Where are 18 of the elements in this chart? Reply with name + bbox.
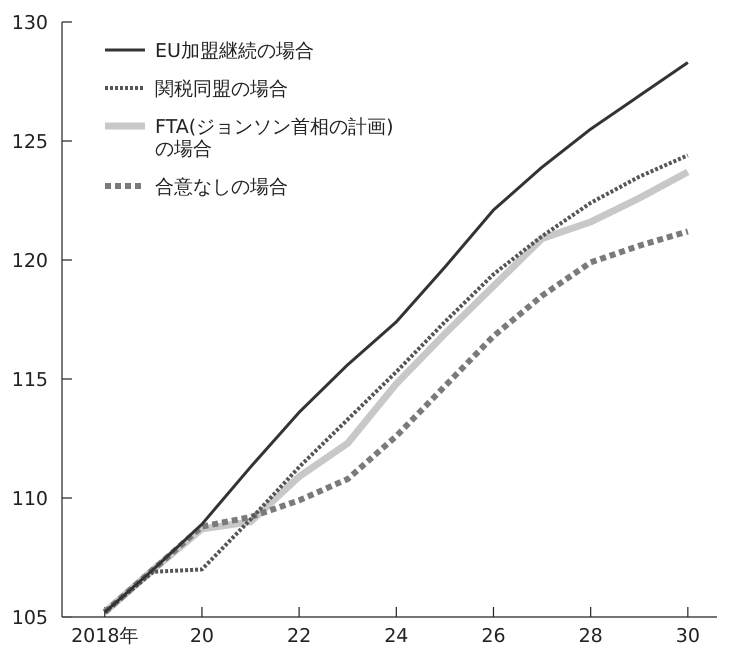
x-tick-label: 22 [287, 625, 312, 647]
x-tick-label: 26 [481, 625, 506, 647]
y-tick-label: 130 [12, 12, 48, 34]
x-tick-label: 20 [190, 625, 214, 647]
x-tick-label: 28 [578, 625, 603, 647]
legend-label: 関税同盟の場合 [155, 78, 288, 100]
y-tick-label: 115 [12, 369, 48, 391]
y-tick-label: 125 [12, 131, 48, 153]
legend-label: 合意なしの場合 [155, 176, 288, 198]
legend-label: FTA(ジョンソン首相の計画) の場合 [155, 116, 394, 160]
x-tick-label: 30 [676, 625, 700, 647]
x-tick-label: 24 [384, 625, 408, 647]
x-tick-label: 2018年 [71, 625, 138, 647]
y-tick-label: 105 [12, 607, 48, 629]
y-tick-label: 120 [12, 250, 48, 272]
legend-label: EU加盟継続の場合 [155, 40, 314, 62]
y-tick-label: 110 [12, 488, 48, 510]
line-series [103, 60, 690, 614]
